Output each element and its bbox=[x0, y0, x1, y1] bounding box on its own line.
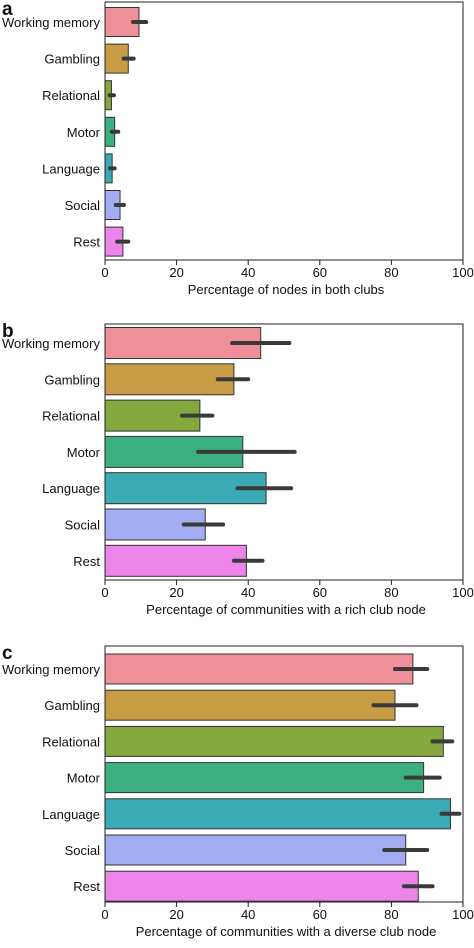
panel-label: a bbox=[2, 0, 13, 20]
x-tick-label: 40 bbox=[241, 265, 255, 280]
x-tick-label: 20 bbox=[169, 585, 183, 600]
category-label: Relational bbox=[42, 88, 100, 103]
plot-frame bbox=[104, 323, 464, 581]
x-tick-label: 80 bbox=[384, 585, 398, 600]
panel-label: b bbox=[2, 321, 14, 342]
x-tick-label: 60 bbox=[313, 265, 327, 280]
bar bbox=[104, 834, 407, 866]
bar bbox=[104, 798, 451, 830]
x-axis-label: Percentage of nodes in both clubs bbox=[188, 282, 385, 297]
category-label: Gambling bbox=[44, 52, 100, 67]
category-label: Motor bbox=[67, 771, 101, 786]
x-tick-label: 20 bbox=[169, 265, 183, 280]
plot-frame bbox=[104, 645, 464, 903]
category-label: Language bbox=[42, 161, 100, 176]
bar bbox=[104, 870, 419, 902]
x-tick-label: 60 bbox=[313, 585, 327, 600]
category-label: Working memory bbox=[2, 336, 101, 351]
bar bbox=[104, 689, 396, 721]
category-label: Motor bbox=[67, 125, 101, 140]
x-tick-label: 0 bbox=[101, 907, 108, 922]
bar bbox=[104, 653, 414, 685]
x-tick-label: 60 bbox=[313, 907, 327, 922]
category-label: Social bbox=[65, 198, 101, 213]
bar bbox=[104, 762, 425, 794]
category-label: Gambling bbox=[44, 372, 100, 387]
category-label: Relational bbox=[42, 734, 100, 749]
x-tick-label: 0 bbox=[101, 585, 108, 600]
bar bbox=[104, 544, 247, 577]
x-tick-label: 40 bbox=[241, 585, 255, 600]
panel-label: c bbox=[2, 643, 13, 664]
bar bbox=[104, 363, 235, 396]
category-label: Rest bbox=[73, 235, 100, 250]
category-label: Working memory bbox=[2, 662, 101, 677]
bar bbox=[104, 7, 140, 37]
category-label: Social bbox=[65, 843, 101, 858]
category-label: Motor bbox=[67, 445, 101, 460]
category-label: Rest bbox=[73, 554, 100, 569]
category-label: Working memory bbox=[2, 15, 101, 30]
x-tick-label: 0 bbox=[101, 265, 108, 280]
plot-frame bbox=[104, 1, 464, 261]
x-tick-label: 100 bbox=[452, 907, 474, 922]
category-label: Gambling bbox=[44, 698, 100, 713]
bar bbox=[104, 725, 444, 757]
x-tick-label: 40 bbox=[241, 907, 255, 922]
category-label: Relational bbox=[42, 409, 100, 424]
x-tick-label: 100 bbox=[452, 265, 474, 280]
x-axis-label: Percentage of communities with a diverse… bbox=[136, 924, 437, 939]
x-tick-label: 80 bbox=[384, 265, 398, 280]
x-tick-label: 20 bbox=[169, 907, 183, 922]
x-tick-label: 100 bbox=[452, 585, 474, 600]
category-label: Rest bbox=[73, 879, 100, 894]
category-label: Language bbox=[42, 807, 100, 822]
category-label: Language bbox=[42, 481, 100, 496]
category-label: Social bbox=[65, 518, 101, 533]
x-axis-label: Percentage of communities with a rich cl… bbox=[146, 602, 426, 617]
x-tick-label: 80 bbox=[384, 907, 398, 922]
